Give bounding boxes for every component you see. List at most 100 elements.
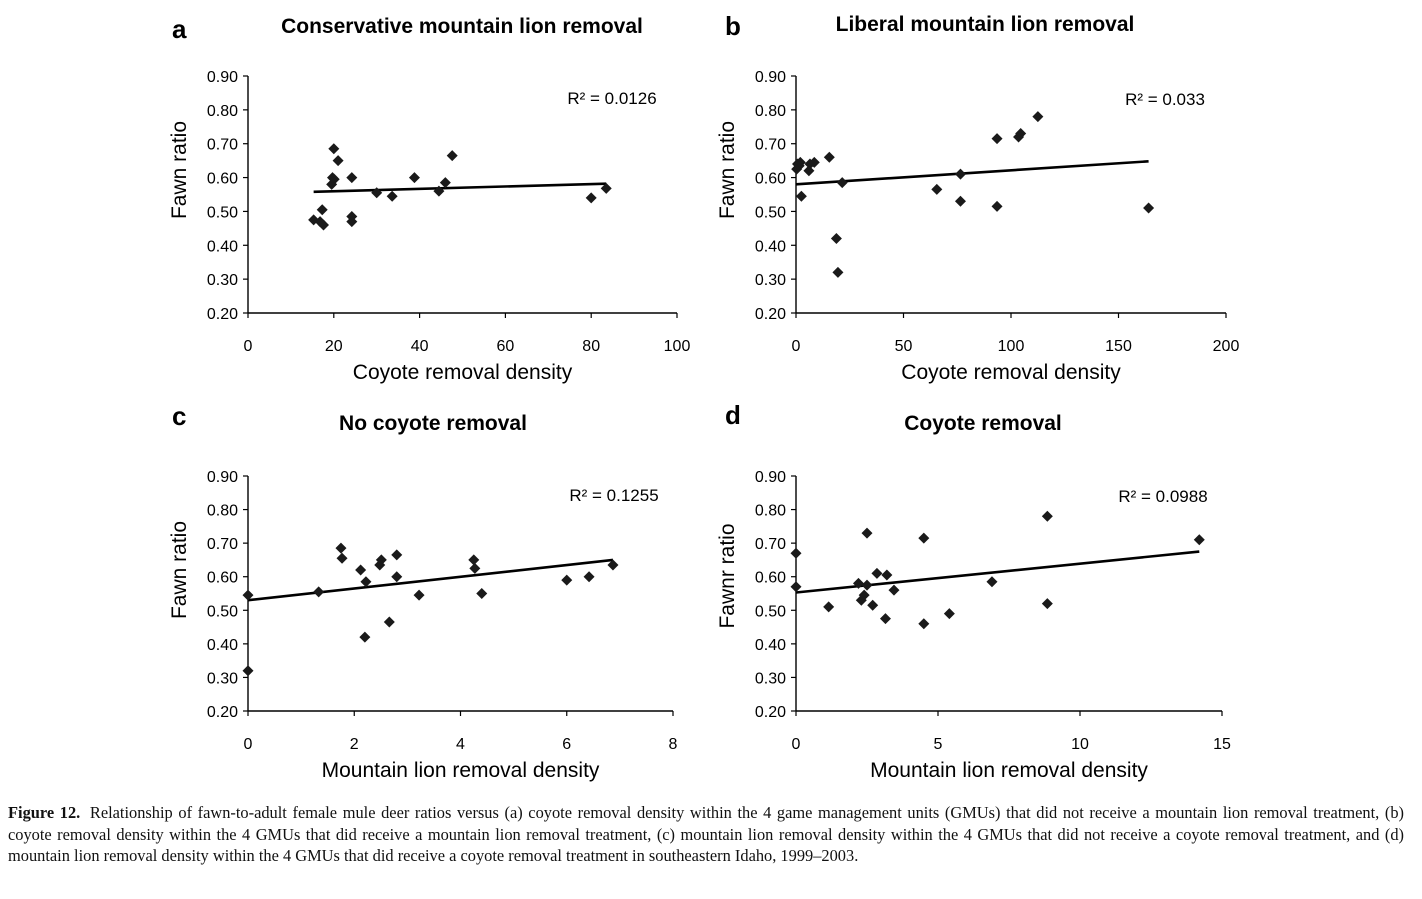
data-point <box>1041 510 1053 522</box>
trend-line <box>247 558 614 602</box>
data-point <box>808 156 820 168</box>
x-tick-label: 6 <box>562 736 571 753</box>
data-point <box>600 182 612 194</box>
y-tick-label: 0.50 <box>755 603 786 620</box>
data-point <box>335 542 347 554</box>
x-tick-label: 50 <box>895 338 913 355</box>
data-point <box>861 579 873 591</box>
chart-panel-b: b Liberal mountain lion removal 0.20 0.30 0.… <box>716 11 1239 384</box>
y-tick-label: 0.20 <box>207 704 238 721</box>
x-tick-label: 4 <box>456 736 465 753</box>
y-tick-label: 0.30 <box>755 272 786 289</box>
y-tick-label: 0.40 <box>207 637 238 654</box>
chart-panel-c: c No coyote removal 0.20 0.30 0.40 0.50 0.60 0.… <box>168 401 678 782</box>
panel-letter: a <box>172 14 187 44</box>
data-point <box>375 554 387 566</box>
panel-letter: b <box>725 11 741 41</box>
x-tick-label: 100 <box>664 338 691 355</box>
y-tick-label: 0.90 <box>755 469 786 486</box>
figure-caption-label: Figure 12. <box>8 803 81 822</box>
y-tick-label: 0.90 <box>755 69 786 86</box>
data-point <box>446 150 458 162</box>
data-point <box>391 549 403 561</box>
data-point <box>433 185 445 197</box>
chart-title: Liberal mountain lion removal <box>836 13 1135 36</box>
y-axis-label: Fawn ratio <box>168 121 191 219</box>
data-point <box>790 581 802 593</box>
x-tick-label: 2 <box>350 736 359 753</box>
data-point <box>413 589 425 601</box>
r-squared-label: R² = 0.033 <box>1125 90 1205 109</box>
x-tick-label: 40 <box>411 338 429 355</box>
x-axis-label: Coyote removal density <box>353 361 573 384</box>
data-point <box>318 219 330 231</box>
y-axis-label: Fawn ratio <box>716 121 739 219</box>
chart-panel-a: a Conservative mountain lion removal 0.20 0… <box>168 14 690 384</box>
y-tick-label: 0.90 <box>207 469 238 486</box>
data-point <box>1015 128 1027 140</box>
x-tick-label: 150 <box>1105 338 1132 355</box>
y-tick-label: 0.50 <box>207 603 238 620</box>
data-point <box>1041 598 1053 610</box>
data-point <box>336 552 348 564</box>
data-point <box>794 156 806 168</box>
data-point <box>881 569 893 581</box>
y-axis-label: Fawnr ratio <box>716 523 739 628</box>
data-point <box>954 195 966 207</box>
y-tick-label: 0.20 <box>755 704 786 721</box>
data-point <box>888 584 900 596</box>
x-tick-label: 8 <box>669 736 678 753</box>
data-point <box>468 554 480 566</box>
x-axis-label: Mountain lion removal density <box>322 759 600 782</box>
data-point <box>408 172 420 184</box>
y-tick-label: 0.30 <box>755 670 786 687</box>
data-point <box>861 527 873 539</box>
chart-title: Conservative mountain lion removal <box>281 15 643 38</box>
data-point <box>469 562 481 574</box>
data-point <box>242 589 254 601</box>
y-tick-label: 0.20 <box>207 306 238 323</box>
y-axis-label: Fawn ratio <box>168 521 191 619</box>
data-point <box>986 576 998 588</box>
data-point <box>943 608 955 620</box>
data-point <box>585 192 597 204</box>
y-tick-label: 0.20 <box>755 306 786 323</box>
data-point <box>360 576 372 588</box>
y-tick-label: 0.70 <box>207 137 238 154</box>
data-point <box>858 589 870 601</box>
data-point <box>991 133 1003 145</box>
y-tick-label: 0.90 <box>207 69 238 86</box>
x-tick-label: 0 <box>244 736 253 753</box>
y-tick-label: 0.30 <box>207 272 238 289</box>
x-tick-label: 5 <box>934 736 943 753</box>
data-point <box>867 599 879 611</box>
r-squared-label: R² = 0.1255 <box>569 486 658 505</box>
y-tick-label: 0.60 <box>207 171 238 188</box>
x-tick-label: 200 <box>1213 338 1240 355</box>
y-tick-label: 0.40 <box>755 238 786 255</box>
data-point <box>790 547 802 559</box>
data-point <box>371 187 383 199</box>
data-point <box>346 172 358 184</box>
y-tick-label: 0.70 <box>755 137 786 154</box>
data-point <box>918 618 930 630</box>
trend-line <box>795 160 1149 186</box>
data-point <box>328 173 340 185</box>
data-point <box>583 571 595 583</box>
x-tick-label: 60 <box>497 338 515 355</box>
y-tick-label: 0.40 <box>207 238 238 255</box>
x-axis-label: Coyote removal density <box>901 361 1121 384</box>
panel-letter: d <box>725 400 741 430</box>
chart-panel-d: d Coyote removal 0.20 0.30 0.40 0.50 0.60 0.70 0… <box>716 400 1231 782</box>
y-tick-label: 0.80 <box>207 503 238 520</box>
panel-letter: c <box>172 401 186 431</box>
data-point <box>242 665 254 677</box>
x-axis-label: Mountain lion removal density <box>870 759 1148 782</box>
data-point <box>836 177 848 189</box>
data-point <box>795 190 807 202</box>
figure-caption-text: Relationship of fawn-to-adult female mul… <box>8 803 1404 866</box>
y-tick-label: 0.30 <box>207 670 238 687</box>
y-tick-label: 0.80 <box>207 103 238 120</box>
data-point <box>803 165 815 177</box>
y-tick-label: 0.60 <box>755 171 786 188</box>
